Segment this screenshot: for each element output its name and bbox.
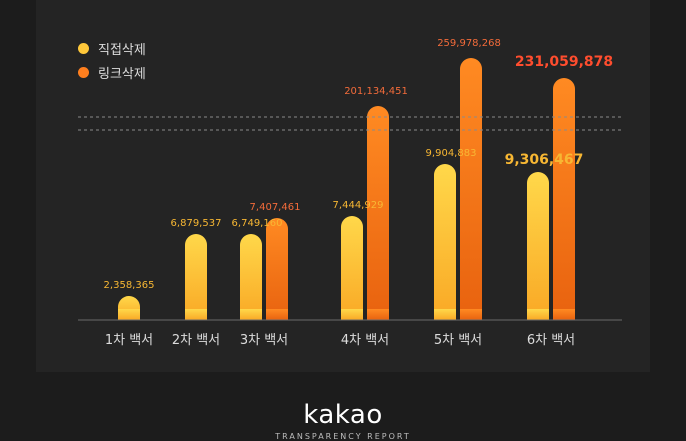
bar-link-5-base <box>460 309 482 320</box>
label-link-5: 259,978,268 <box>437 38 501 49</box>
bar-direct-2-base <box>185 309 207 320</box>
bar-link-6 <box>553 78 575 320</box>
bar-direct-4 <box>341 216 363 320</box>
legend-dot-link <box>78 66 89 78</box>
bar-link-4-base <box>367 309 389 320</box>
x-tick-label-1: 1차 백서 <box>105 333 153 348</box>
x-tick-label-4: 4차 백서 <box>341 333 389 348</box>
bar-direct-4-base <box>341 309 363 320</box>
x-tick-label-5: 5차 백서 <box>434 333 482 348</box>
label-link-6: 231,059,878 <box>515 54 613 70</box>
bar-link-4 <box>367 106 389 320</box>
legend: 직접삭제 링크삭제 <box>78 36 146 84</box>
bar-link-3 <box>266 218 288 320</box>
bar-direct-6-base <box>527 309 549 320</box>
x-tick-label-3: 3차 백서 <box>240 333 288 348</box>
bar-link-5 <box>460 58 482 320</box>
logo-subtitle: TRANSPARENCY REPORT <box>275 432 411 441</box>
legend-label-direct: 직접삭제 <box>98 42 146 58</box>
bar-link-3-base <box>266 309 288 320</box>
legend-item-direct: 직접삭제 <box>78 36 146 60</box>
label-direct-3: 6,749,160 <box>232 218 283 229</box>
label-direct-2: 6,879,537 <box>171 218 222 229</box>
bar-direct-5-base <box>434 309 456 320</box>
bar-chart: 2,358,365 6,879,537 6,749,160 7,407,461 7,44… <box>78 38 622 348</box>
bar-direct-2 <box>185 234 207 320</box>
x-tick-label-6: 6차 백서 <box>527 333 575 348</box>
x-tick-label-2: 2차 백서 <box>172 333 220 348</box>
kakao-logo: kakao <box>303 400 383 430</box>
label-direct-6: 9,306,467 <box>505 152 584 168</box>
legend-item-link: 링크삭제 <box>78 60 146 84</box>
label-direct-5: 9,904,883 <box>426 148 477 159</box>
label-direct-4: 7,444,929 <box>333 200 384 211</box>
bar-direct-1-base <box>118 309 140 320</box>
label-direct-1: 2,358,365 <box>104 280 155 291</box>
bar-direct-6 <box>527 172 549 320</box>
bar-direct-5 <box>434 164 456 320</box>
bar-direct-3 <box>240 234 262 320</box>
label-link-4: 201,134,451 <box>344 86 408 97</box>
label-link-3: 7,407,461 <box>250 202 301 213</box>
bar-link-6-base <box>553 309 575 320</box>
legend-label-link: 링크삭제 <box>98 66 146 82</box>
bar-direct-3-base <box>240 309 262 320</box>
legend-dot-direct <box>78 42 89 54</box>
